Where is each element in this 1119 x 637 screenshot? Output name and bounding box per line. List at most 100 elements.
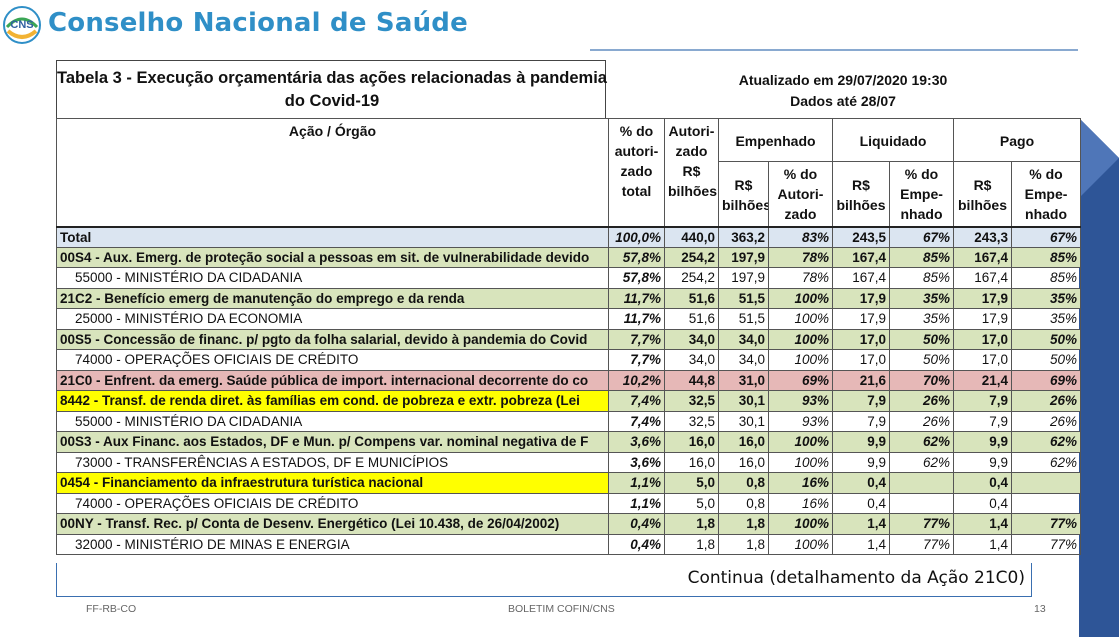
header-empenhado: Empenhado <box>718 118 833 162</box>
cell-pct-autorizado-total: 7,7% <box>608 328 665 350</box>
cell-row-label: 74000 - OPERAÇÕES OFICIAIS DE CRÉDITO <box>56 349 609 371</box>
header-divider <box>590 49 1078 51</box>
cell-pago-pct <box>1011 492 1082 514</box>
cell-empenhado-rs: 1,8 <box>718 513 769 535</box>
cell-empenhado-pct: 100% <box>768 451 833 473</box>
footer-left: FF-RB-CO <box>86 603 137 615</box>
cell-pago-pct: 67% <box>1011 225 1082 248</box>
cell-empenhado-pct: 78% <box>768 246 833 268</box>
cell-empenhado-rs: 197,9 <box>718 246 769 268</box>
cell-pago-rs: 167,4 <box>953 267 1013 289</box>
update-info: Atualizado em 29/07/2020 19:30 Dados até… <box>606 70 1080 112</box>
cell-liquidado-rs: 1,4 <box>832 533 890 555</box>
continua-note: Continua (detalhamento da Ação 21C0) <box>687 568 1025 588</box>
cell-autorizado: 254,2 <box>664 267 719 289</box>
cell-liquidado-rs: 9,9 <box>832 451 890 473</box>
cell-liquidado-rs: 17,0 <box>832 349 890 371</box>
cell-pago-pct: 50% <box>1011 349 1082 371</box>
cell-liquidado-rs: 167,4 <box>832 267 890 289</box>
cell-liquidado-pct: 67% <box>888 225 955 248</box>
table-row: 74000 - OPERAÇÕES OFICIAIS DE CRÉDITO 7,7… <box>56 349 1082 371</box>
cell-pago-rs: 167,4 <box>953 246 1013 268</box>
cell-empenhado-rs: 363,2 <box>718 225 769 248</box>
updated-timestamp: Atualizado em 29/07/2020 19:30 <box>738 72 948 88</box>
table-row: Total 100,0% 440,0 363,2 83% 243,5 67% 243,3 67% <box>56 225 1082 248</box>
header-pago: Pago <box>953 118 1082 162</box>
cell-liquidado-pct: 26% <box>888 390 955 412</box>
cell-pct-autorizado-total: 10,2% <box>608 369 665 391</box>
cell-empenhado-rs: 51,5 <box>718 287 769 309</box>
cell-empenhado-pct: 100% <box>768 287 833 309</box>
cell-pago-rs: 21,4 <box>953 369 1013 391</box>
cell-liquidado-pct: 35% <box>888 287 955 309</box>
header-liquidado-rs: R$ bilhões <box>832 161 890 227</box>
cell-liquidado-pct: 85% <box>888 267 955 289</box>
decorative-corner <box>1079 118 1119 637</box>
cell-liquidado-pct: 35% <box>888 308 955 330</box>
header-pago-rs: R$ bilhões <box>953 161 1013 227</box>
cell-row-label: 25000 - MINISTÉRIO DA ECONOMIA <box>56 308 609 330</box>
cell-row-label: 32000 - MINISTÉRIO DE MINAS E ENERGIA <box>56 533 609 555</box>
cell-liquidado-pct: 70% <box>888 369 955 391</box>
cell-pago-rs: 1,4 <box>953 513 1013 535</box>
header-liquidado: Liquidado <box>831 118 955 162</box>
cell-autorizado: 1,8 <box>664 513 719 535</box>
cell-liquidado-rs: 7,9 <box>832 390 890 412</box>
cell-pct-autorizado-total: 7,7% <box>608 349 665 371</box>
cell-pago-pct: 77% <box>1011 513 1082 535</box>
cell-autorizado: 32,5 <box>664 390 719 412</box>
cell-autorizado: 254,2 <box>664 246 719 268</box>
cell-pago-rs: 17,0 <box>953 328 1013 350</box>
cell-empenhado-rs: 30,1 <box>718 390 769 412</box>
cell-row-label: 00S3 - Aux Financ. aos Estados, DF e Mun… <box>56 431 609 453</box>
table-row: 21C2 - Benefício emerg de manutenção do … <box>56 287 1082 309</box>
cell-pago-pct: 26% <box>1011 410 1082 432</box>
footer-page-number: 13 <box>1034 603 1046 615</box>
cell-row-label: 74000 - OPERAÇÕES OFICIAIS DE CRÉDITO <box>56 492 609 514</box>
cell-liquidado-rs: 243,5 <box>832 225 890 248</box>
cell-pct-autorizado-total: 7,4% <box>608 410 665 432</box>
cell-pago-rs: 7,9 <box>953 390 1013 412</box>
cell-empenhado-pct: 100% <box>768 328 833 350</box>
cell-row-label: 00S4 - Aux. Emerg. de proteção social a … <box>56 246 609 268</box>
cell-liquidado-rs: 9,9 <box>832 431 890 453</box>
cell-liquidado-pct: 62% <box>888 451 955 473</box>
cell-autorizado: 16,0 <box>664 451 719 473</box>
cell-empenhado-rs: 197,9 <box>718 267 769 289</box>
cell-liquidado-rs: 21,6 <box>832 369 890 391</box>
cell-row-label: 00NY - Transf. Rec. p/ Conta de Desenv. … <box>56 513 609 535</box>
cell-autorizado: 51,6 <box>664 308 719 330</box>
cell-liquidado-rs: 17,0 <box>832 328 890 350</box>
cell-empenhado-rs: 0,8 <box>718 492 769 514</box>
cell-pct-autorizado-total: 3,6% <box>608 431 665 453</box>
cell-autorizado: 5,0 <box>664 472 719 494</box>
cell-empenhado-pct: 16% <box>768 492 833 514</box>
table-row: 55000 - MINISTÉRIO DA CIDADANIA 7,4% 32,5 3… <box>56 410 1082 432</box>
table-row: 00NY - Transf. Rec. p/ Conta de Desenv. … <box>56 513 1082 535</box>
cell-pago-rs: 7,9 <box>953 410 1013 432</box>
cell-liquidado-rs: 7,9 <box>832 410 890 432</box>
table-row: 00S5 - Concessão de financ. p/ pgto da f… <box>56 328 1082 350</box>
svg-text:CNS: CNS <box>10 19 33 31</box>
cell-empenhado-rs: 1,8 <box>718 533 769 555</box>
cell-liquidado-rs: 167,4 <box>832 246 890 268</box>
cell-empenhado-rs: 34,0 <box>718 328 769 350</box>
cell-pct-autorizado-total: 0,4% <box>608 533 665 555</box>
cell-empenhado-rs: 34,0 <box>718 349 769 371</box>
budget-table: Ação / Órgão % do autori-zado total Auto… <box>56 118 1082 555</box>
cell-pct-autorizado-total: 7,4% <box>608 390 665 412</box>
table-row: 00S3 - Aux Financ. aos Estados, DF e Mun… <box>56 431 1082 453</box>
cell-liquidado-pct <box>888 472 955 494</box>
cell-pago-rs: 17,9 <box>953 308 1013 330</box>
cell-autorizado: 440,0 <box>664 225 719 248</box>
cell-empenhado-rs: 16,0 <box>718 451 769 473</box>
cell-pago-rs: 1,4 <box>953 533 1013 555</box>
cns-logo-icon: CNS <box>3 6 41 44</box>
table-row: 55000 - MINISTÉRIO DA CIDADANIA 57,8% 254,… <box>56 267 1082 289</box>
cell-pago-rs: 0,4 <box>953 492 1013 514</box>
cell-empenhado-pct: 100% <box>768 308 833 330</box>
cell-pago-pct: 26% <box>1011 390 1082 412</box>
cell-empenhado-rs: 16,0 <box>718 431 769 453</box>
cell-empenhado-pct: 16% <box>768 472 833 494</box>
cell-row-label: 00S5 - Concessão de financ. p/ pgto da f… <box>56 328 609 350</box>
